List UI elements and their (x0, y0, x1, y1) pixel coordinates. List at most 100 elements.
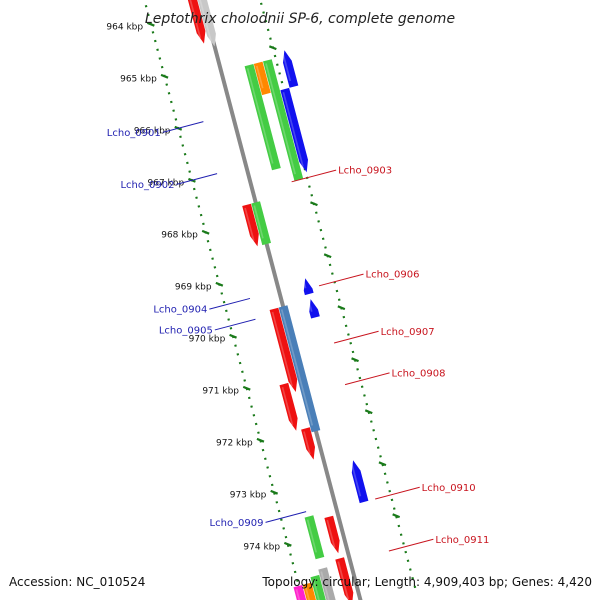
gene-highlight (303, 281, 307, 289)
gene-label: Lcho_0910 (422, 483, 476, 494)
gene-highlight (306, 519, 317, 553)
gene-leader-line (318, 273, 364, 287)
gene-label: Lcho_0905 (159, 325, 213, 336)
scale-tick-mark (146, 21, 155, 27)
gene-leader-line (291, 169, 337, 183)
gene-leader-line (209, 297, 251, 310)
gene-highlight (280, 309, 314, 426)
gene-highlight (271, 311, 293, 387)
gene-feature (269, 307, 298, 392)
gene-highlight (312, 579, 320, 600)
gene-feature (263, 59, 304, 182)
scale-tick-label: 974 kbp (243, 542, 280, 552)
gene-feature (251, 201, 271, 246)
gene-highlight (246, 68, 274, 164)
gene-leader-line (375, 486, 420, 500)
gene-leader-line (333, 330, 379, 344)
gene-label: Lcho_0911 (435, 535, 489, 546)
gene-label: Lcho_0903 (338, 166, 392, 177)
gene-leader-line (214, 318, 256, 331)
scale-tick-label: 972 kbp (216, 438, 253, 448)
gene-highlight (304, 586, 310, 600)
gene-highlight (337, 561, 350, 600)
accession-text: Accession: NC_010524 (9, 575, 145, 589)
scale-tick-mark (283, 541, 292, 547)
backbone-line (200, 0, 363, 600)
scale-tick-mark (242, 385, 251, 391)
gene-highlight (253, 205, 264, 239)
gene-highlight (189, 0, 202, 39)
gene-leader-line (176, 173, 218, 185)
gene-leader-line (388, 538, 434, 552)
scale-tick-mark (256, 437, 265, 443)
gene-feature (335, 557, 354, 600)
gene-feature (187, 0, 206, 44)
gene-labels-layer: Lcho_0901 Lcho_0902 Lcho_0903 Lcho_0904 Lcho… (107, 121, 489, 552)
scale-tick-mark (337, 305, 346, 311)
gene-highlight (320, 571, 330, 600)
gene-feature (242, 203, 259, 247)
gene-leader-line (344, 372, 390, 386)
scale-guide-right (259, 0, 418, 595)
scale-tick-mark (201, 229, 210, 235)
scale-guide-left (143, 0, 304, 600)
scale-tick-label: 973 kbp (230, 490, 267, 500)
gene-feature (244, 64, 281, 171)
scale-tick-label: 969 kbp (175, 282, 212, 292)
gene-label: Lcho_0901 (107, 128, 161, 139)
gene-highlight (326, 519, 336, 548)
gene-feature (253, 61, 271, 96)
gene-feature (304, 515, 325, 560)
scale-tick-mark (215, 281, 224, 287)
gene-leader-line (265, 511, 307, 523)
gene-highlight (282, 53, 292, 82)
gene-feature (303, 278, 314, 296)
scale-tick-mark (351, 357, 359, 363)
gene-highlight (282, 92, 304, 167)
gene-feature (302, 582, 316, 600)
scale-tick-label: 968 kbp (161, 230, 198, 240)
gene-label: Lcho_0909 (210, 518, 264, 529)
scale-ticks-layer: 964 kbp 965 kbp 966 kbp 967 kbp 968 kbp 969 k… (106, 0, 418, 600)
scale-tick-mark (323, 253, 332, 259)
gene-highlight (244, 207, 255, 241)
gene-feature (351, 460, 369, 504)
gene-feature (197, 0, 216, 47)
map-title: Leptothrix cholodnii SP-6, complete geno… (145, 11, 455, 27)
scale-tick-mark (310, 201, 318, 207)
gene-feature (278, 305, 321, 433)
gene-highlight (303, 431, 311, 455)
gene-feature (279, 382, 298, 431)
gene-leader-line (162, 121, 204, 133)
gene-highlight (256, 65, 264, 89)
scale-tick-label: 967 kbp (148, 178, 185, 188)
backbone-layer (200, 0, 363, 600)
features-layer (187, 0, 369, 600)
scale-tick-label: 971 kbp (202, 386, 239, 396)
scale-tick-label: 965 kbp (120, 74, 157, 84)
gene-label: Lcho_0907 (381, 327, 435, 338)
gene-highlight (295, 589, 301, 600)
gene-feature (309, 299, 320, 319)
gene-highlight (308, 302, 313, 312)
gene-highlight (199, 0, 212, 41)
scale-tick-mark (268, 45, 277, 51)
scale-tick-mark (270, 489, 279, 495)
scale-tick-label: 966 kbp (134, 126, 171, 136)
gene-feature (280, 87, 308, 173)
gene-feature (318, 567, 336, 600)
scale-tick-label: 970 kbp (189, 334, 226, 344)
gene-feature (293, 585, 307, 600)
gene-label: Lcho_0908 (392, 368, 446, 379)
scale-tick-label: 964 kbp (106, 22, 143, 32)
gene-label: Lcho_0902 (120, 180, 174, 191)
topology-text: Topology: circular; Length: 4,909,403 bp… (261, 575, 592, 589)
gene-label: Lcho_0906 (366, 270, 420, 281)
scale-tick-mark (364, 409, 373, 415)
gene-highlight (281, 387, 294, 426)
scale-tick-mark (229, 333, 237, 339)
gene-feature (283, 50, 299, 88)
scale-tick-mark (392, 513, 401, 519)
